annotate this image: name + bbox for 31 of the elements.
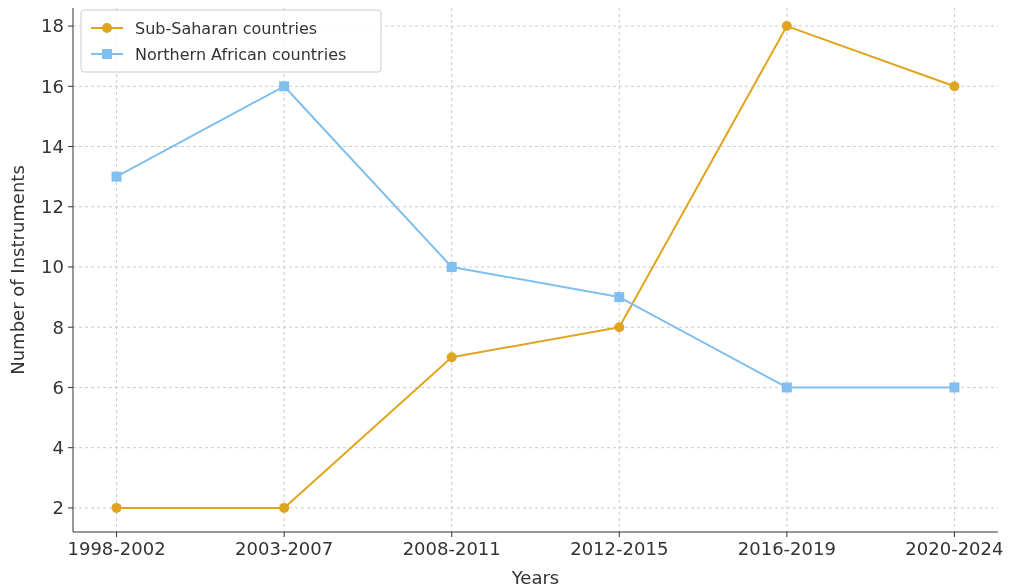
point [781, 21, 792, 32]
point [446, 352, 457, 363]
y-tick-label: 16 [41, 75, 64, 97]
point [949, 382, 960, 393]
x-axis-title: Years [510, 567, 560, 588]
y-tick-label: 12 [41, 196, 64, 218]
y-tick-label: 18 [41, 15, 64, 37]
y-tick-label: 10 [41, 256, 64, 278]
x-tick-label: 2020-2024 [905, 538, 1004, 559]
point [614, 292, 625, 303]
y-tick-label: 2 [52, 497, 64, 519]
point [614, 322, 625, 333]
point [111, 502, 122, 513]
y-tick-label: 6 [52, 376, 64, 398]
point [949, 81, 960, 92]
x-tick-label: 1998-2002 [67, 538, 166, 559]
point [446, 261, 457, 272]
x-tick-label: 2008-2011 [402, 538, 501, 559]
legend-label: Northern African countries [135, 44, 347, 64]
point [279, 502, 290, 513]
x-tick-label: 2003-2007 [235, 538, 334, 559]
y-tick-label: 14 [41, 135, 64, 157]
legend-label: Sub-Saharan countries [135, 18, 318, 38]
point [279, 81, 290, 92]
y-tick-label: 4 [52, 436, 64, 458]
y-axis-title: Number of Instruments [7, 165, 28, 375]
x-tick-label: 2012-2015 [570, 538, 669, 559]
y-tick-label: 8 [52, 316, 64, 338]
x-tick-label: 2016-2019 [737, 538, 836, 559]
point [781, 382, 792, 393]
point [111, 171, 122, 182]
